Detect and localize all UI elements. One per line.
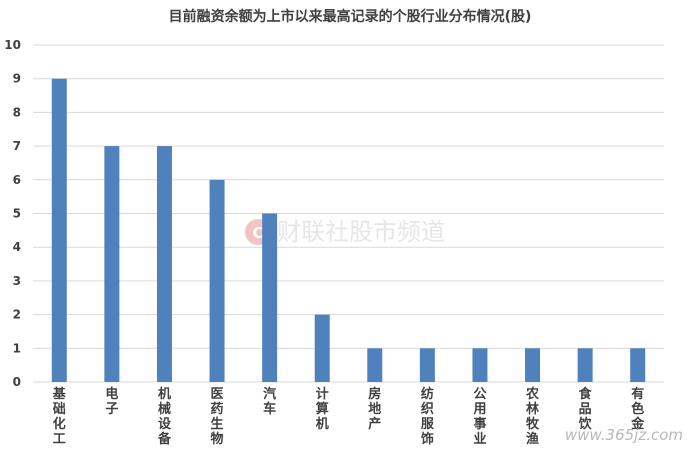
x-tick-label: 计算机 bbox=[316, 386, 329, 432]
bars bbox=[51, 78, 646, 382]
bar-医药生物 bbox=[209, 179, 225, 382]
bar-电子 bbox=[104, 146, 120, 382]
bar-基础化工 bbox=[51, 78, 67, 382]
y-tick-label: 1 bbox=[13, 341, 21, 355]
x-tick-label: 有色金 bbox=[630, 386, 645, 432]
x-tick-label: 机械设备 bbox=[157, 386, 172, 447]
x-tick-label: 食品饮 bbox=[578, 386, 593, 432]
watermark-logo-letter-icon: C bbox=[252, 224, 263, 242]
x-axis: 基础化工 电子 机械设备 医药生物 汽车 计算机 房地产 纺织服饰 公用事业 农林牧渔 食品饮 有色金 bbox=[52, 386, 645, 447]
x-tick-label: 医药生物 bbox=[211, 387, 224, 447]
bar-机械设备 bbox=[156, 146, 172, 382]
bar-纺织服饰 bbox=[419, 348, 435, 382]
bar-汽车 bbox=[262, 213, 278, 382]
y-tick-label: 4 bbox=[13, 240, 21, 254]
bar-食品饮 bbox=[577, 348, 593, 382]
gridlines bbox=[33, 44, 664, 383]
bar-计算机 bbox=[314, 314, 330, 382]
bar-公用事业 bbox=[472, 348, 488, 382]
corner-watermark: www.365jz.com bbox=[565, 426, 683, 444]
x-tick-label: 公用事业 bbox=[472, 387, 486, 447]
chart-title: 目前融资余额为上市以来最高记录的个股行业分布情况(股) bbox=[169, 8, 532, 25]
watermark-text: 财联社股市频道 bbox=[277, 218, 445, 246]
y-tick-label: 0 bbox=[13, 375, 21, 389]
y-tick-label: 6 bbox=[13, 173, 21, 187]
x-tick-label: 农林牧渔 bbox=[525, 386, 540, 447]
y-tick-label: 7 bbox=[13, 139, 21, 153]
y-tick-label: 10 bbox=[4, 38, 21, 52]
y-tick-label: 8 bbox=[13, 105, 21, 119]
x-tick-label: 电子 bbox=[105, 386, 118, 417]
bar-房地产 bbox=[367, 348, 383, 382]
x-tick-label: 基础化工 bbox=[52, 386, 67, 447]
y-tick-label: 5 bbox=[13, 207, 21, 221]
x-tick-label: 汽车 bbox=[263, 386, 276, 417]
bar-农林牧渔 bbox=[525, 348, 541, 382]
y-axis: 0 1 2 3 4 5 6 7 8 9 10 bbox=[4, 38, 21, 389]
x-tick-label: 房地产 bbox=[368, 386, 381, 432]
y-tick-label: 9 bbox=[13, 72, 21, 86]
x-tick-label: 纺织服饰 bbox=[421, 386, 435, 447]
bar-有色金 bbox=[630, 348, 646, 382]
y-tick-label: 2 bbox=[13, 308, 21, 322]
y-tick-label: 3 bbox=[13, 274, 21, 288]
